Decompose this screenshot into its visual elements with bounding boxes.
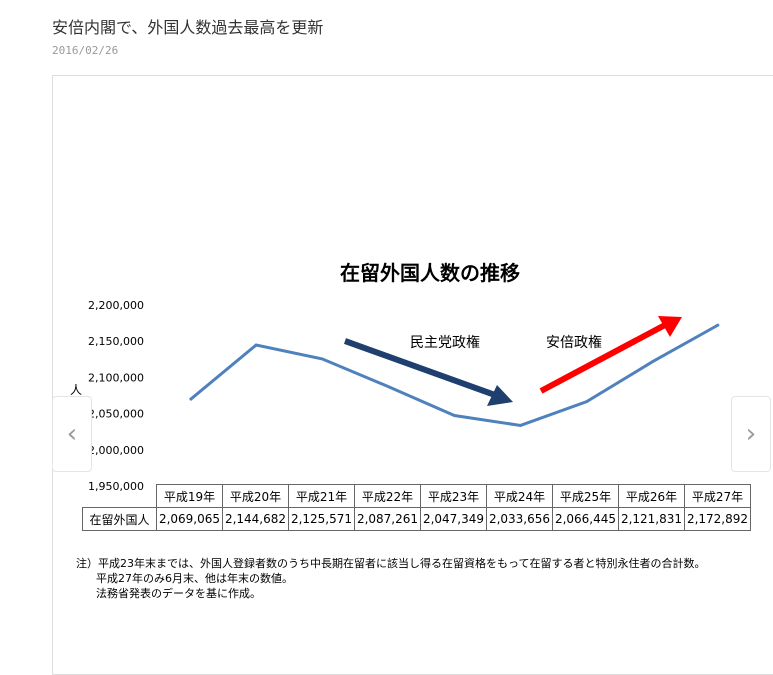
annotation-democratic: 民主党政権 xyxy=(410,334,480,351)
x-category-label: 平成22年 xyxy=(354,484,421,508)
chart: 在留外国人数の推移 人 2,200,000 2,150,000 2,100,000 2… xyxy=(70,261,720,493)
footnote-line: 注）平成23年末までは、外国人登録者数のうち中長期在留者に該当し得る在留資格をも… xyxy=(76,557,706,570)
abe-arrow-head xyxy=(658,316,682,337)
data-point xyxy=(321,358,323,360)
chevron-right-icon: › xyxy=(745,419,757,449)
abe-arrow-shaft xyxy=(539,322,667,394)
x-category-label: 平成25年 xyxy=(552,484,619,508)
data-label: 2,087,261 xyxy=(354,507,421,531)
footnote: 注）平成23年末までは、外国人登録者数のうち中長期在留者に該当し得る在留資格をも… xyxy=(76,556,705,601)
x-category-label: 平成20年 xyxy=(222,484,289,508)
x-category-label: 平成19年 xyxy=(156,484,223,508)
chart-title: 在留外国人数の推移 xyxy=(340,261,520,285)
annotation-abe: 安倍政権 xyxy=(546,334,602,351)
data-point xyxy=(255,344,257,346)
article-date: 2016/02/26 xyxy=(52,44,119,57)
y-tick-label: 2,000,000 xyxy=(88,444,144,457)
chevron-left-icon: ‹ xyxy=(66,419,78,449)
data-label: 2,172,892 xyxy=(684,507,751,531)
data-point xyxy=(520,424,521,426)
data-label: 2,069,065 xyxy=(156,507,223,531)
x-category-label: 平成26年 xyxy=(618,484,685,508)
data-point xyxy=(189,399,191,401)
y-tick-label: 2,200,000 xyxy=(88,299,144,312)
x-category-label: 平成27年 xyxy=(684,484,751,508)
footnote-line: 法務省発表のデータを基に作成。 xyxy=(96,587,261,600)
row-header: 在留外国人 xyxy=(82,507,157,531)
x-category-label: 平成24年 xyxy=(486,484,553,508)
y-axis-label: 人 xyxy=(70,383,82,397)
y-tick-label: 1,950,000 xyxy=(88,480,144,493)
prev-button[interactable]: ‹ xyxy=(52,396,92,472)
article-title: 安倍内閣で、外国人数過去最高を更新 xyxy=(52,18,324,37)
x-category-label: 平成21年 xyxy=(288,484,355,508)
data-point xyxy=(586,401,588,403)
democratic-arrow-head xyxy=(487,385,513,406)
data-point xyxy=(652,361,654,363)
y-tick-label: 2,050,000 xyxy=(88,408,144,421)
data-label: 2,144,682 xyxy=(222,507,289,531)
data-point xyxy=(453,415,455,417)
data-label: 2,066,445 xyxy=(552,507,619,531)
democratic-arrow-shaft xyxy=(343,338,497,398)
next-button[interactable]: › xyxy=(731,396,771,472)
data-label: 2,121,831 xyxy=(618,507,685,531)
table-corner xyxy=(83,485,157,508)
data-point xyxy=(387,386,389,388)
data-label: 2,125,571 xyxy=(288,507,355,531)
y-tick-label: 2,100,000 xyxy=(88,371,144,384)
data-label: 2,033,656 xyxy=(486,507,553,531)
data-point xyxy=(718,324,720,326)
x-category-label: 平成23年 xyxy=(420,484,487,508)
y-tick-label: 2,150,000 xyxy=(88,335,144,348)
data-table: 平成19年 平成20年 平成21年 平成22年 平成23年 平成24年 平成25年 平成26年… xyxy=(82,484,751,531)
data-label: 2,047,349 xyxy=(420,507,487,531)
footnote-line: 平成27年のみ6月末、他は年末の数値。 xyxy=(96,572,293,585)
